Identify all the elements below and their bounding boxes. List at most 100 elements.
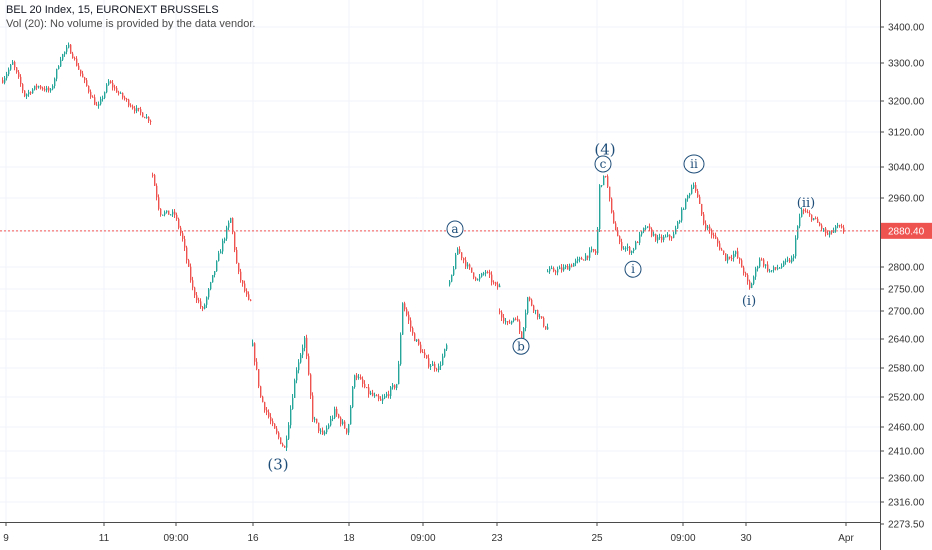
candle-body-112	[226, 227, 228, 239]
candle-body-205	[412, 328, 414, 334]
candle-body-275	[549, 268, 551, 272]
candle-body-176	[354, 375, 356, 388]
candle-body-369	[737, 251, 739, 258]
candle-body-212	[426, 355, 428, 359]
candle-body-195	[392, 385, 394, 388]
wave-text-1: a	[451, 222, 458, 236]
candle-body-150	[302, 347, 304, 355]
price-axis[interactable]: 3400.00 3300.00 3200.00 3120.00 3040.00 2960.…	[880, 0, 932, 550]
price-tick-label-15: 2360.00	[888, 474, 925, 485]
candle-body-9	[20, 76, 22, 85]
candle-body-375	[749, 281, 751, 288]
candle-body-389	[777, 268, 779, 270]
candle-body-362	[723, 250, 725, 254]
candle-body-420	[839, 225, 841, 227]
candle-body-199	[400, 334, 402, 365]
candle-body-86	[174, 211, 176, 215]
candle-body-182	[366, 387, 368, 389]
candle-body-310	[619, 236, 621, 242]
candle-body-418	[835, 226, 837, 230]
candle-body-242	[487, 271, 489, 273]
wave-label-8: (ii)	[797, 196, 815, 211]
candle-body-289	[577, 259, 579, 261]
wave-circle-5	[624, 260, 642, 278]
candle-body-347	[693, 184, 695, 188]
candle-body-28	[58, 66, 60, 69]
time-tick-label-5: 09:00	[410, 533, 435, 544]
price-tick-label-3: 3120.00	[888, 128, 925, 139]
candle-body-361	[721, 249, 723, 251]
wave-text-2: b	[517, 339, 525, 353]
wave-circle-1	[446, 220, 464, 238]
candle-body-325	[649, 226, 651, 229]
candle-body-220	[442, 356, 444, 365]
candle-body-411	[821, 225, 823, 229]
candle-body-323	[645, 227, 647, 229]
candle-body-282	[563, 267, 565, 271]
candle-body-283	[565, 265, 567, 268]
price-tick-label-2: 3200.00	[888, 97, 925, 108]
price-tick-label-1: 3300.00	[888, 59, 925, 70]
candle-body-151	[304, 337, 306, 348]
candle-body-383	[765, 264, 767, 266]
candle-body-264	[529, 297, 531, 300]
candle-body-292	[583, 259, 585, 261]
candle-body-66	[134, 108, 136, 112]
candle-body-357	[713, 235, 715, 237]
candle-body-83	[168, 210, 170, 215]
candle-body-202	[406, 309, 408, 315]
candle-body-168	[338, 414, 340, 418]
candle-body-252	[505, 321, 507, 323]
candle-body-170	[342, 421, 344, 424]
candle-body-201	[404, 303, 406, 310]
candle-body-118	[238, 262, 240, 272]
wave-label-6: ii	[683, 154, 705, 174]
candle-body-141	[284, 445, 286, 448]
candle-body-171	[344, 421, 346, 429]
candle-body-166	[334, 408, 336, 418]
chart-title: BEL 20 Index, 15, EURONEXT BRUSSELS	[6, 4, 219, 16]
candle-body-240	[483, 273, 485, 275]
candle-body-41	[84, 77, 86, 81]
candle-body-111	[224, 238, 226, 241]
candle-body-377	[753, 276, 755, 284]
candle-body-128	[258, 369, 260, 387]
candle-body-218	[438, 366, 440, 370]
candle-body-50	[102, 97, 104, 99]
candle-body-0	[2, 80, 4, 83]
candle-body-14	[30, 92, 32, 94]
candle-body-268	[537, 310, 539, 317]
candle-body-234	[471, 267, 473, 273]
candle-body-421	[841, 226, 843, 228]
candle-body-403	[805, 211, 807, 213]
candle-body-329	[657, 237, 659, 241]
candle-body-244	[491, 274, 493, 283]
wave-text-6: ii	[690, 157, 698, 171]
candle-body-352	[703, 214, 705, 224]
candle-body-117	[236, 249, 238, 263]
candle-body-314	[627, 246, 629, 248]
candle-body-5	[12, 61, 14, 65]
candle-body-173	[348, 424, 350, 433]
candle-body-68	[138, 107, 140, 110]
candle-body-15	[32, 89, 34, 94]
candle-body-22	[46, 87, 48, 91]
candle-body-221	[444, 349, 446, 357]
candle-body-408	[815, 218, 817, 220]
candle-body-144	[290, 408, 292, 426]
price-tick-label-13: 2460.00	[888, 423, 925, 434]
candle-body-92	[186, 247, 188, 261]
candle-body-263	[527, 297, 529, 314]
price-tick-label-0: 3400.00	[888, 23, 925, 34]
candle-body-238	[479, 276, 481, 280]
time-axis[interactable]: 9 11 09:00 16 18 09:00 23 25 09:00 30 Apr	[0, 522, 881, 550]
time-tick-label-1: 11	[99, 533, 110, 544]
candle-body-191	[384, 396, 386, 399]
candle-body-304	[607, 176, 609, 187]
candle-body-105	[212, 274, 214, 283]
candle-body-227	[457, 249, 459, 255]
candle-body-190	[382, 398, 384, 401]
candle-body-174	[350, 406, 352, 425]
candle-body-196	[394, 385, 396, 388]
